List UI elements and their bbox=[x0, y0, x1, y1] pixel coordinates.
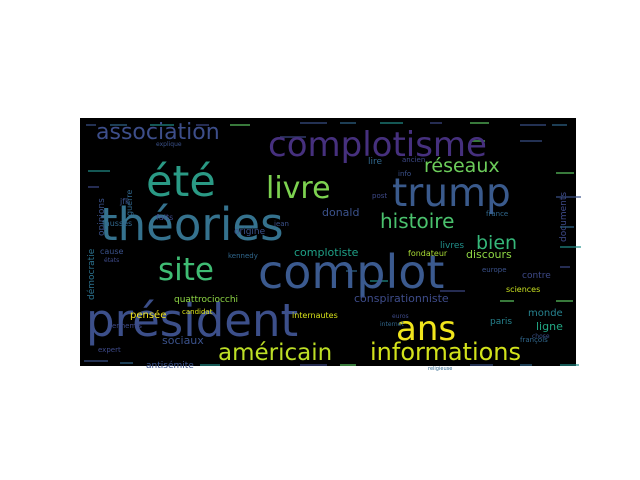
word-internautes: internautes bbox=[292, 311, 338, 320]
word-bien: bien bbox=[476, 232, 517, 254]
word-opinions: opinions bbox=[97, 198, 107, 236]
word-monde: monde bbox=[528, 308, 563, 319]
word-été: été bbox=[146, 157, 216, 207]
filler-mark bbox=[110, 124, 127, 126]
word-ans: ans bbox=[396, 309, 456, 349]
filler-mark bbox=[440, 290, 465, 292]
filler-mark bbox=[430, 122, 442, 124]
word-conspirationniste: conspirationniste bbox=[354, 292, 449, 305]
word-livres: livres bbox=[440, 241, 464, 251]
filler-mark bbox=[556, 172, 574, 174]
word-sociaux: sociaux bbox=[162, 334, 204, 347]
word-euros: euros bbox=[392, 313, 409, 320]
filler-mark bbox=[340, 364, 356, 366]
filler-mark bbox=[300, 122, 327, 124]
word-explique: explique bbox=[156, 141, 182, 148]
word-candidat: candidat bbox=[182, 308, 213, 316]
filler-mark bbox=[200, 364, 220, 366]
filler-mark bbox=[380, 122, 403, 124]
filler-mark bbox=[556, 196, 581, 198]
filler-mark bbox=[560, 226, 574, 228]
word-france: france bbox=[486, 210, 508, 218]
word-religieuse: religieuse bbox=[428, 366, 452, 372]
word-info: info bbox=[398, 170, 411, 178]
word-expert: expert bbox=[98, 346, 121, 354]
word-théories: théories bbox=[100, 198, 284, 251]
word-informations: informations bbox=[370, 338, 521, 366]
word-fausses: fausses bbox=[102, 219, 132, 228]
word-démocratie: démocratie bbox=[86, 248, 97, 300]
filler-mark bbox=[196, 124, 209, 126]
word-site: site bbox=[158, 252, 214, 288]
word-complotisme: complotisme bbox=[268, 125, 487, 165]
filler-mark bbox=[88, 170, 110, 172]
word-documents: documents bbox=[559, 192, 569, 242]
word-kennedy: kennedy bbox=[228, 252, 258, 260]
word-états: états bbox=[104, 257, 119, 264]
word-jean: jean bbox=[273, 220, 289, 228]
word-origine: origine bbox=[234, 227, 266, 237]
filler-words bbox=[84, 122, 581, 366]
filler-mark bbox=[370, 280, 388, 282]
filler-mark bbox=[500, 300, 514, 302]
word-fondateur: fondateur bbox=[408, 249, 448, 258]
filler-mark bbox=[346, 270, 357, 272]
word-pensée: pensée bbox=[130, 309, 166, 321]
word-histoire: histoire bbox=[380, 209, 454, 233]
word-post: post bbox=[372, 192, 387, 200]
filler-mark bbox=[150, 124, 174, 126]
filler-mark bbox=[470, 364, 493, 366]
filler-mark bbox=[556, 300, 573, 302]
filler-mark bbox=[280, 136, 306, 138]
filler-mark bbox=[560, 364, 579, 366]
filler-mark bbox=[520, 124, 546, 126]
word-françois: françois bbox=[520, 336, 548, 344]
word-quattrociocchi: quattrociocchi bbox=[174, 295, 238, 305]
word-antisémite: antisémite bbox=[146, 360, 194, 371]
word-donald: donald bbox=[322, 206, 359, 219]
filler-mark bbox=[88, 186, 99, 188]
word-livre: livre bbox=[266, 171, 331, 206]
filler-mark bbox=[552, 124, 567, 126]
filler-mark bbox=[230, 124, 250, 126]
filler-mark bbox=[560, 246, 581, 248]
word-trump: trump bbox=[392, 171, 511, 216]
word-chose: chose bbox=[532, 333, 550, 340]
word-américain: américain bbox=[218, 340, 332, 366]
filler-mark bbox=[300, 364, 327, 366]
filler-mark bbox=[470, 122, 489, 124]
word-sciences: sciences bbox=[506, 285, 540, 294]
filler-mark bbox=[84, 360, 108, 362]
word-président: président bbox=[86, 294, 298, 347]
filler-mark bbox=[520, 140, 542, 142]
cloud-background bbox=[80, 118, 576, 366]
word-paris: paris bbox=[490, 317, 512, 327]
word-discours: discours bbox=[466, 248, 512, 261]
word-réseaux: réseaux bbox=[424, 155, 500, 177]
filler-mark bbox=[560, 266, 570, 268]
word-complotiste: complotiste bbox=[294, 246, 359, 259]
filler-mark bbox=[120, 362, 133, 364]
filler-mark bbox=[520, 364, 532, 366]
word-internet: internet bbox=[380, 321, 404, 328]
word-contre: contre bbox=[522, 271, 551, 281]
word-ancien: ancien bbox=[402, 156, 425, 164]
word-cause: cause bbox=[100, 247, 124, 256]
word-association: association bbox=[96, 120, 220, 145]
filler-mark bbox=[340, 122, 356, 124]
word-lire: lire bbox=[368, 157, 383, 167]
filler-mark bbox=[86, 124, 96, 126]
word-jfk: jfk bbox=[119, 197, 130, 206]
word-faits: faits bbox=[156, 213, 173, 222]
word-complot: complot bbox=[258, 245, 444, 299]
word-ennemis: ennemis bbox=[112, 322, 142, 330]
word-europe: europe bbox=[482, 266, 507, 274]
filler-mark bbox=[470, 140, 485, 142]
word-guerre: guerre bbox=[125, 190, 134, 216]
word-ligne: ligne bbox=[536, 320, 563, 333]
